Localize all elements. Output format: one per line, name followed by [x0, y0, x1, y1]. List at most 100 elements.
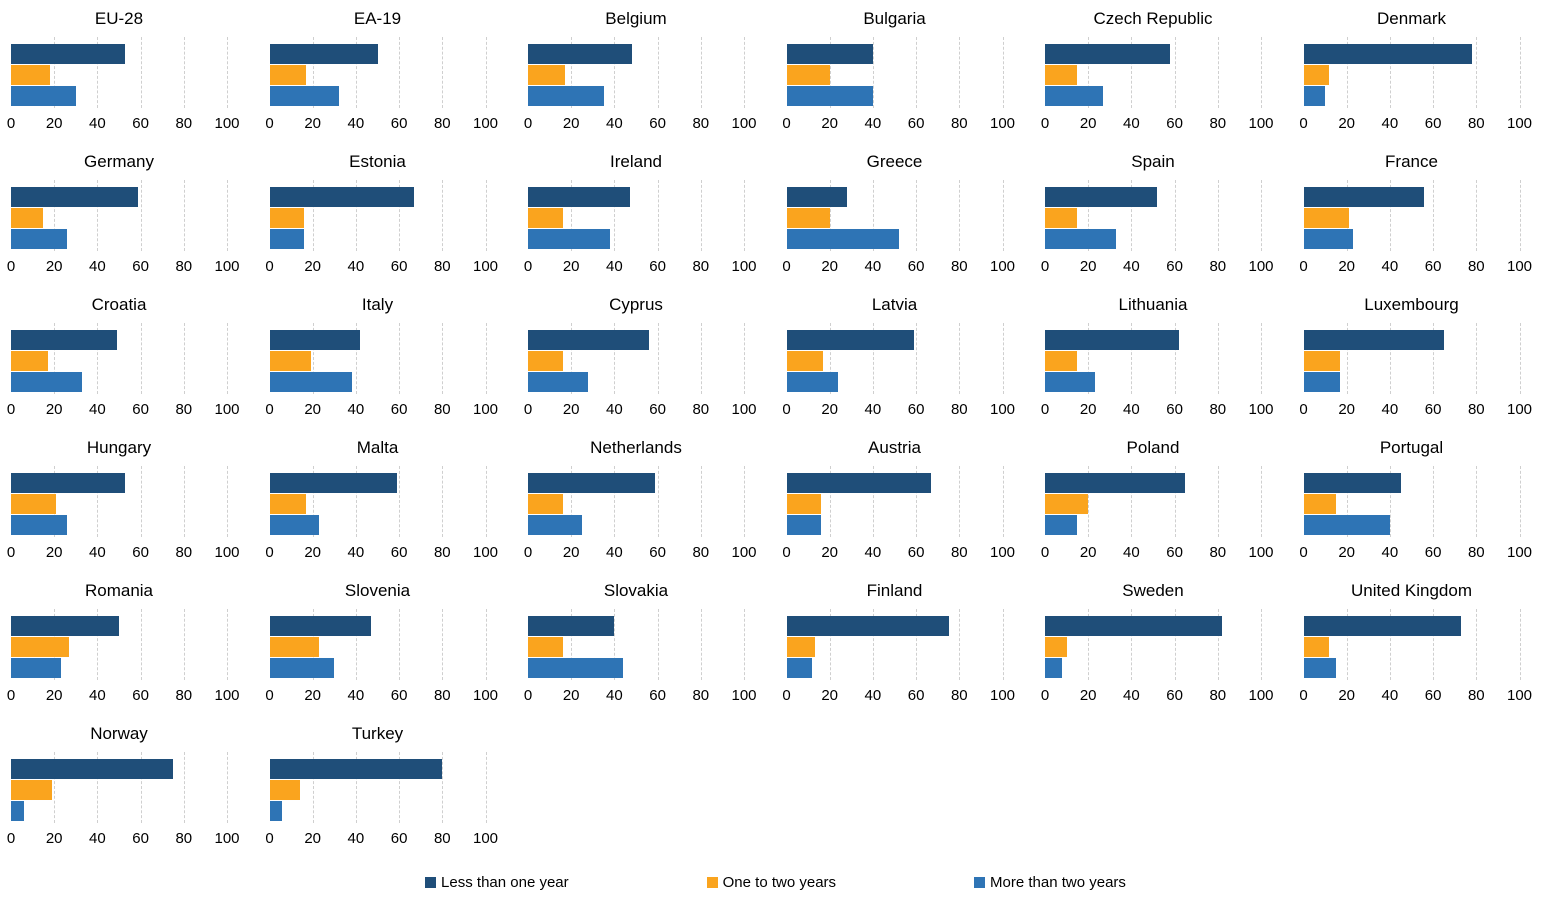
axis-tick-label: 20: [562, 544, 580, 561]
chart-title: Spain: [1131, 152, 1175, 171]
axis-tick-label: 0: [523, 115, 533, 132]
gridline: [959, 180, 961, 251]
bar-1: [269, 759, 443, 779]
chart-title: Cyprus: [609, 295, 663, 314]
bar-1: [528, 44, 632, 64]
chart-title: Ireland: [610, 152, 662, 171]
gridline: [485, 609, 487, 680]
chart-title: Slovakia: [603, 581, 669, 600]
chart-title: United Kingdom: [1351, 581, 1472, 600]
gridline: [442, 180, 444, 251]
bar-2: [269, 65, 307, 85]
plot-area: [1045, 323, 1262, 394]
gridline: [1261, 323, 1262, 394]
bar-2: [786, 65, 830, 85]
axis-tick-label: 40: [89, 401, 106, 418]
bar-3: [269, 658, 335, 678]
axis-tick-label: 60: [907, 401, 925, 418]
axis-tick-label: 60: [1166, 401, 1183, 418]
bar-2: [1303, 65, 1330, 85]
axis-tick-label: 60: [1166, 687, 1183, 704]
small-multiples-grid: EU-28 0 20 40 60 80 100 EA-19 0 20 40 60 80 100 Be…: [0, 0, 1533, 858]
bar-3: [1303, 372, 1341, 392]
bar-1: [11, 187, 139, 207]
chart-panel: Estonia 0 20 40 60 80 100: [259, 143, 518, 286]
gridline: [1131, 609, 1133, 680]
bar-3: [1045, 372, 1095, 392]
bar-2: [1303, 494, 1336, 514]
gridline: [1476, 466, 1478, 537]
gridline: [1217, 180, 1219, 251]
gridline: [54, 37, 56, 108]
bar-3: [11, 372, 83, 392]
gridline: [614, 37, 616, 108]
axis-tick-label: 80: [950, 258, 968, 275]
gridline: [959, 466, 961, 537]
axis-tick-label: 20: [1338, 258, 1356, 275]
axis-tick-label: 40: [864, 258, 882, 275]
chart-title: Turkey: [351, 724, 404, 743]
gridline: [872, 466, 874, 537]
plot-area: [269, 752, 487, 823]
chart-panel: EA-19 0 20 40 60 80 100: [259, 0, 518, 143]
axis-tick-label: 80: [1209, 687, 1227, 704]
gridline: [485, 180, 487, 251]
plot-area: [11, 180, 228, 251]
gridline: [959, 37, 961, 108]
axis-tick-label: 40: [347, 544, 365, 561]
chart-panel: Turkey 0 20 40 60 80 100: [259, 715, 518, 858]
axis-tick-label: 20: [45, 830, 63, 847]
bar-1: [528, 187, 630, 207]
axis-tick-label: 80: [950, 687, 968, 704]
axis-tick-label: 100: [1506, 401, 1533, 418]
plot-area: [269, 37, 487, 108]
axis-tick-label: 100: [731, 687, 757, 704]
axis-tick-label: 40: [606, 401, 623, 418]
axis-tick-label: 0: [1299, 401, 1308, 418]
chart-panel: Hungary 0 20 40 60 80 100: [0, 429, 259, 572]
axis-tick-label: 60: [649, 544, 666, 561]
bar-3: [269, 229, 305, 249]
gridline: [1088, 323, 1090, 394]
gridline: [1389, 466, 1391, 537]
gridline: [571, 323, 573, 394]
axis-tick-label: 20: [1338, 544, 1356, 561]
axis-tick-label: 60: [1424, 687, 1442, 704]
axis-tick-label: 40: [1123, 687, 1140, 704]
x-axis: 0 20 40 60 80 100: [782, 258, 1015, 278]
bar-3: [1045, 658, 1063, 678]
axis-tick-label: 100: [731, 115, 757, 132]
x-axis: 0 20 40 60 80 100: [265, 687, 498, 707]
chart-panel: Croatia 0 20 40 60 80 100: [0, 286, 259, 429]
axis-tick-label: 60: [132, 401, 149, 418]
axis-tick-label: 20: [304, 115, 322, 132]
bar-2: [11, 351, 48, 371]
bar-1: [11, 759, 173, 779]
axis-tick-label: 40: [864, 401, 882, 418]
axis-tick-label: 60: [132, 687, 149, 704]
axis-tick-label: 80: [1467, 115, 1485, 132]
plot-area: [1045, 37, 1262, 108]
plot-area: [1303, 323, 1521, 394]
gridline: [744, 180, 745, 251]
bar-2: [1045, 65, 1078, 85]
x-axis: 0 20 40 60 80 100: [7, 258, 240, 278]
axis-tick-label: 20: [304, 258, 322, 275]
axis-tick-label: 60: [1166, 115, 1183, 132]
gridline: [1217, 323, 1219, 394]
bar-2: [1303, 637, 1330, 657]
chart-panel: Lithuania 0 20 40 60 80 100: [1034, 286, 1293, 429]
legend: Less than one year One to two years More…: [0, 874, 1551, 891]
gridline: [1389, 37, 1391, 108]
chart-title: Greece: [866, 152, 923, 171]
bar-1: [1303, 616, 1462, 636]
gridline: [916, 37, 918, 108]
gridline: [97, 752, 99, 823]
gridline: [571, 609, 573, 680]
chart-panel: Romania 0 20 40 60 80 100: [0, 572, 259, 715]
bar-1: [11, 44, 126, 64]
gridline: [1174, 180, 1176, 251]
axis-tick-label: 0: [265, 258, 274, 275]
gridline: [614, 180, 616, 251]
axis-tick-label: 100: [214, 401, 240, 418]
